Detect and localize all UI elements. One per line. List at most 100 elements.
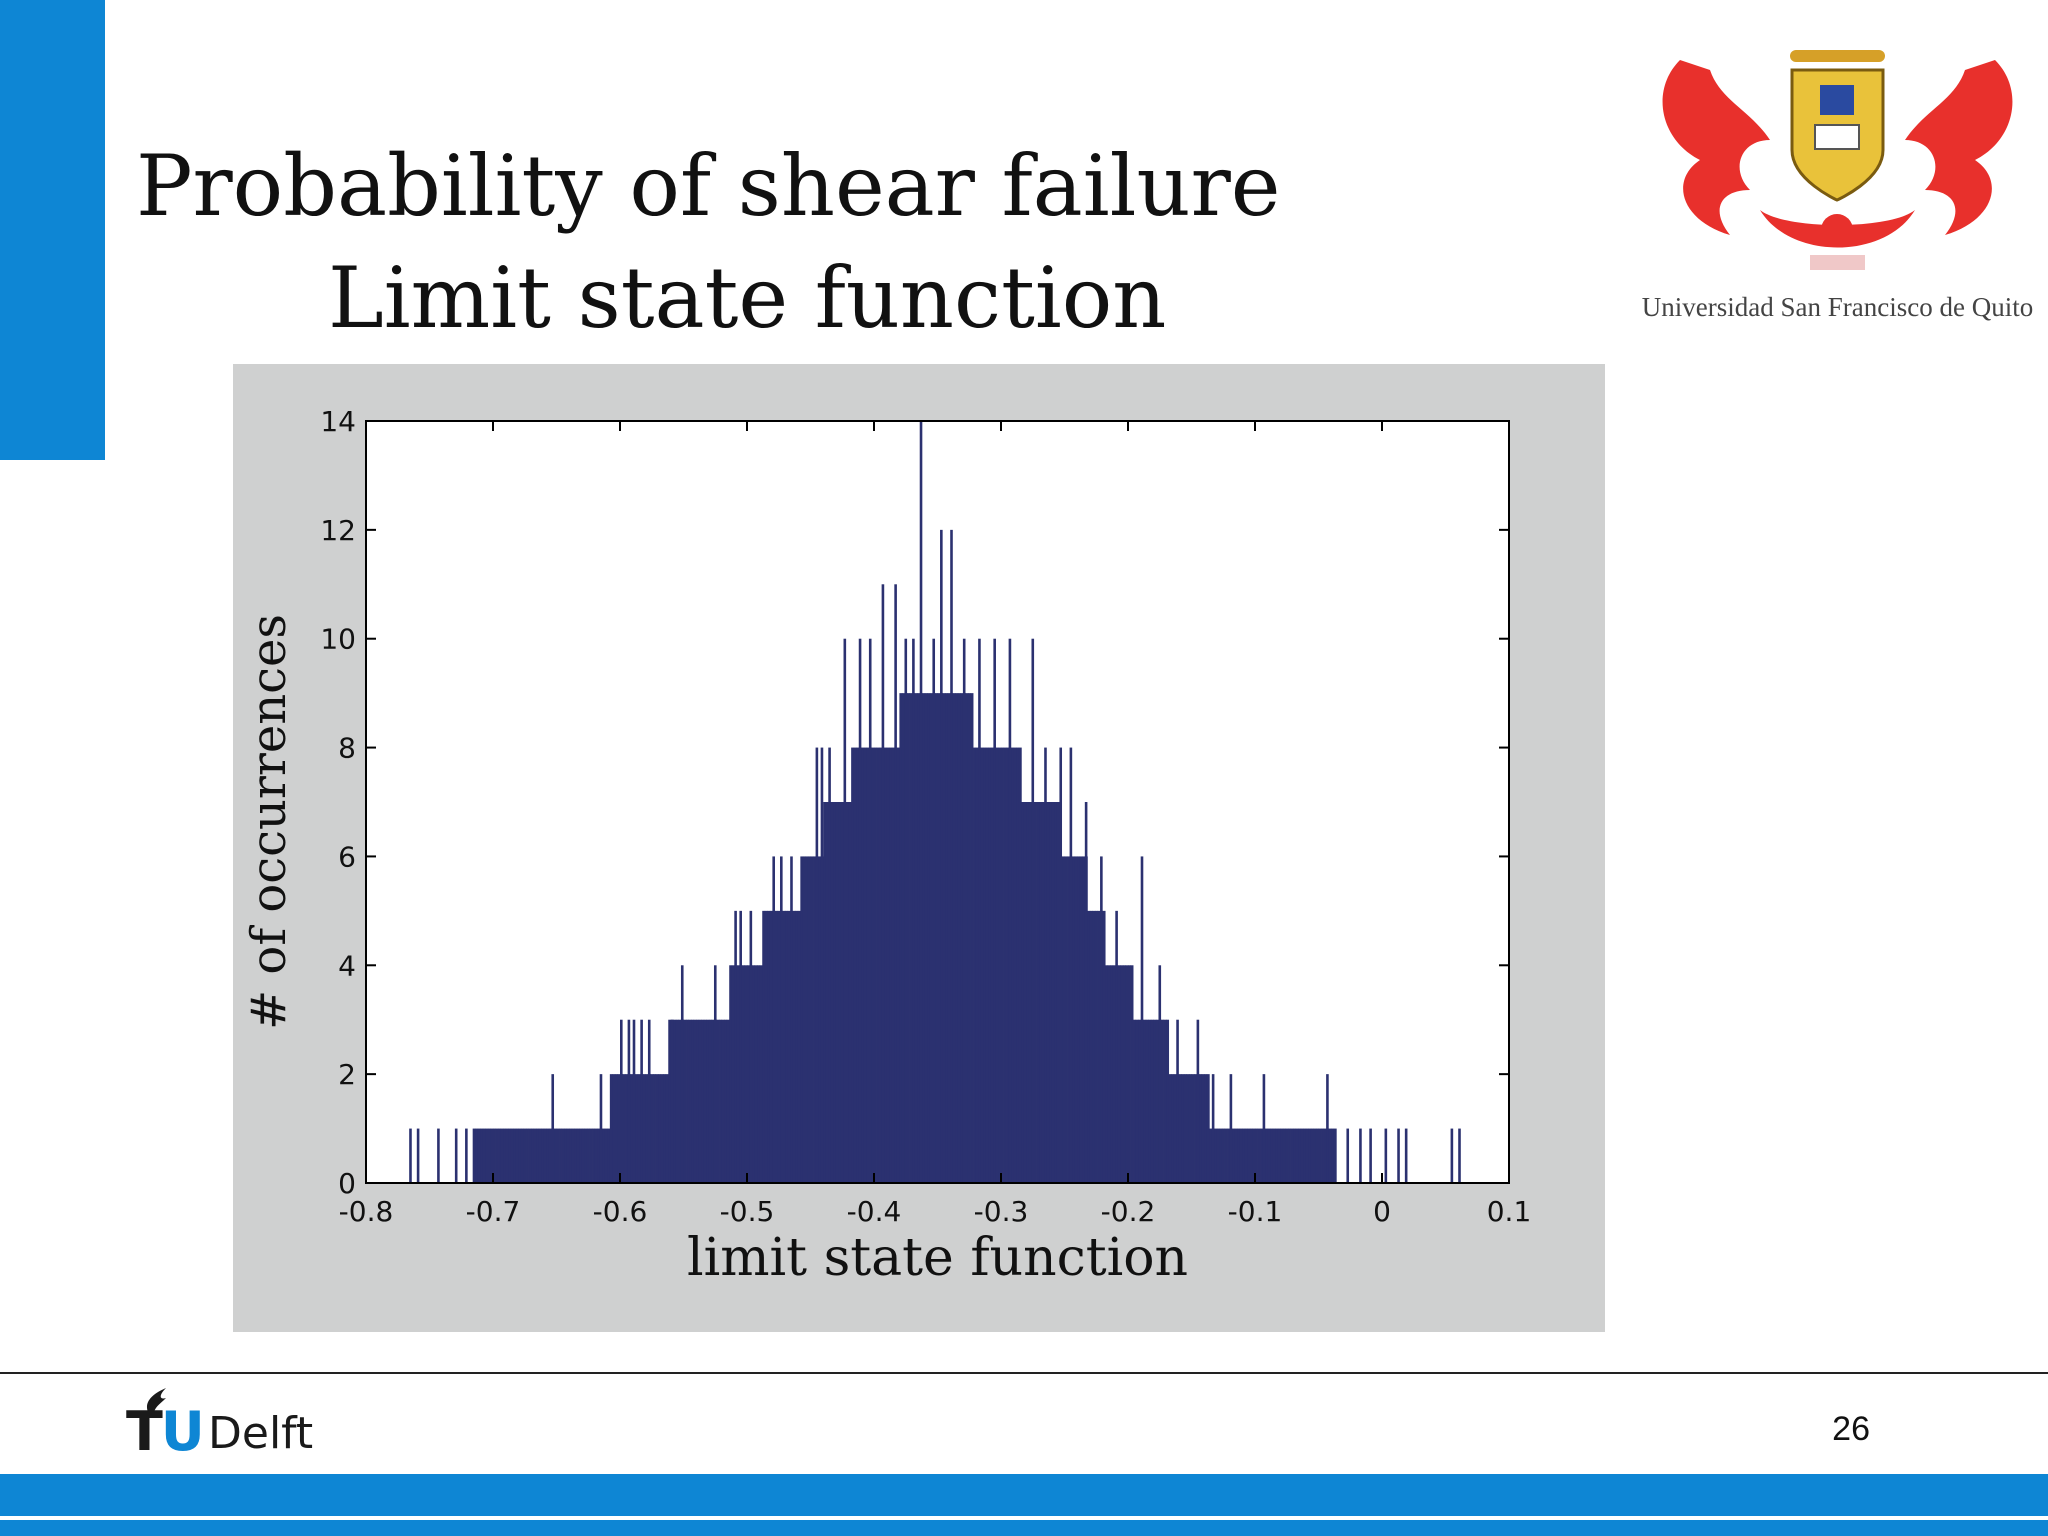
histogram-bar bbox=[1221, 1128, 1225, 1183]
histogram-bar bbox=[988, 747, 992, 1183]
accent-bar bbox=[0, 0, 105, 460]
histogram-bar bbox=[1094, 910, 1098, 1183]
histogram-bar bbox=[533, 1128, 537, 1183]
histogram-bar bbox=[1333, 1128, 1337, 1183]
histogram-bar bbox=[995, 747, 999, 1183]
histogram-spike bbox=[1229, 1074, 1233, 1183]
histogram-bar bbox=[1102, 910, 1106, 1183]
histogram-bar bbox=[807, 856, 811, 1183]
tudelft-logo: TU Delft bbox=[126, 1384, 346, 1464]
histogram-bar bbox=[813, 856, 816, 1183]
histogram-bar bbox=[505, 1128, 509, 1183]
histogram-bar bbox=[683, 1019, 687, 1183]
histogram-spike bbox=[749, 910, 753, 1183]
histogram-bar bbox=[635, 1074, 639, 1183]
histogram-bar bbox=[917, 693, 921, 1183]
histogram-bar bbox=[1110, 965, 1114, 1183]
histogram-bar bbox=[686, 1019, 689, 1183]
histogram-spike bbox=[1069, 747, 1073, 1183]
histogram-bar bbox=[1321, 1128, 1324, 1183]
histogram-bar bbox=[937, 693, 941, 1183]
histogram-bar bbox=[975, 747, 979, 1183]
histogram-bar bbox=[584, 1128, 588, 1183]
histogram-bar bbox=[678, 1019, 682, 1183]
histogram-bar bbox=[495, 1128, 499, 1183]
histogram-bar bbox=[1290, 1128, 1294, 1183]
histogram-bar bbox=[719, 1019, 722, 1183]
histogram-spike bbox=[1404, 1128, 1408, 1183]
histogram-bar bbox=[658, 1074, 662, 1183]
x-tick-label: 0 bbox=[1373, 1195, 1391, 1228]
histogram-spike bbox=[632, 1019, 636, 1183]
histogram-bar bbox=[899, 693, 903, 1183]
histogram-bar bbox=[990, 747, 994, 1183]
histogram-bar bbox=[1128, 965, 1131, 1183]
histogram-spike bbox=[868, 638, 872, 1183]
histogram-bar bbox=[945, 693, 949, 1183]
histogram-spike bbox=[932, 638, 936, 1183]
usfq-logo: Universidad San Francisco de Quito bbox=[1640, 30, 2035, 340]
histogram-spike bbox=[437, 1128, 440, 1183]
histogram-bar bbox=[622, 1074, 626, 1183]
footer-band-thin bbox=[0, 1520, 2048, 1536]
histogram-bar bbox=[942, 693, 946, 1183]
histogram-bar bbox=[1313, 1128, 1317, 1183]
histogram-spike bbox=[881, 584, 885, 1183]
histogram-bar bbox=[901, 693, 905, 1183]
histogram-bar bbox=[957, 693, 961, 1183]
histogram-bar bbox=[922, 693, 926, 1183]
histogram-bar bbox=[589, 1128, 593, 1183]
histogram-bar bbox=[876, 747, 880, 1183]
histogram-bar bbox=[630, 1074, 634, 1183]
x-tick-label: 0.1 bbox=[1487, 1195, 1532, 1228]
histogram-spike bbox=[912, 638, 915, 1183]
histogram-bar bbox=[528, 1128, 532, 1183]
histogram-bar bbox=[1034, 802, 1037, 1183]
histogram-bar bbox=[909, 693, 913, 1183]
histogram-bar bbox=[764, 910, 768, 1183]
histogram-spike bbox=[843, 638, 847, 1183]
x-tick-label: -0.7 bbox=[466, 1195, 521, 1228]
histogram-bar bbox=[556, 1128, 560, 1183]
histogram-spike bbox=[962, 638, 966, 1183]
histogram-spike bbox=[790, 856, 793, 1183]
histogram-bar bbox=[1028, 802, 1032, 1183]
histogram-bar bbox=[1295, 1128, 1299, 1183]
histogram-bar bbox=[703, 1019, 707, 1183]
histogram-bar bbox=[637, 1074, 641, 1183]
histogram-spike bbox=[894, 584, 897, 1183]
histogram-bar bbox=[1148, 1019, 1152, 1183]
histogram-bar bbox=[1153, 1019, 1157, 1183]
histogram-bar bbox=[797, 910, 801, 1183]
histogram-bar bbox=[523, 1128, 527, 1183]
histogram-spike bbox=[772, 856, 775, 1183]
page-number: 26 bbox=[1832, 1410, 1870, 1448]
histogram-bar bbox=[510, 1128, 514, 1183]
histogram-bar bbox=[800, 856, 804, 1183]
histogram-bar bbox=[500, 1128, 504, 1183]
histogram-spike bbox=[780, 856, 783, 1183]
histogram-bar bbox=[754, 965, 758, 1183]
title-line-1: Probability of shear failure bbox=[136, 137, 1281, 235]
histogram-spike bbox=[1140, 856, 1144, 1183]
histogram-bar bbox=[609, 1074, 613, 1183]
histogram-bar bbox=[536, 1128, 540, 1183]
histogram-bar bbox=[1061, 856, 1065, 1183]
histogram-bar bbox=[927, 693, 931, 1183]
histogram-spike bbox=[1450, 1128, 1454, 1183]
histogram-bar bbox=[688, 1019, 692, 1183]
histogram-bar bbox=[1145, 1019, 1149, 1183]
histogram-spikes bbox=[409, 421, 1461, 1183]
histogram-spike bbox=[1397, 1128, 1400, 1183]
histogram-bar bbox=[1130, 965, 1134, 1183]
histogram-bar bbox=[1021, 802, 1025, 1183]
histogram-bar bbox=[802, 856, 806, 1183]
histogram-bar bbox=[1277, 1128, 1281, 1183]
histogram-bar bbox=[1016, 747, 1020, 1183]
histogram-bar bbox=[1092, 910, 1096, 1183]
histogram-bar bbox=[1201, 1074, 1205, 1183]
histogram-bar bbox=[668, 1019, 672, 1183]
histogram-bar bbox=[574, 1128, 578, 1183]
histogram-bar bbox=[929, 693, 933, 1183]
histogram-bar bbox=[515, 1128, 519, 1183]
